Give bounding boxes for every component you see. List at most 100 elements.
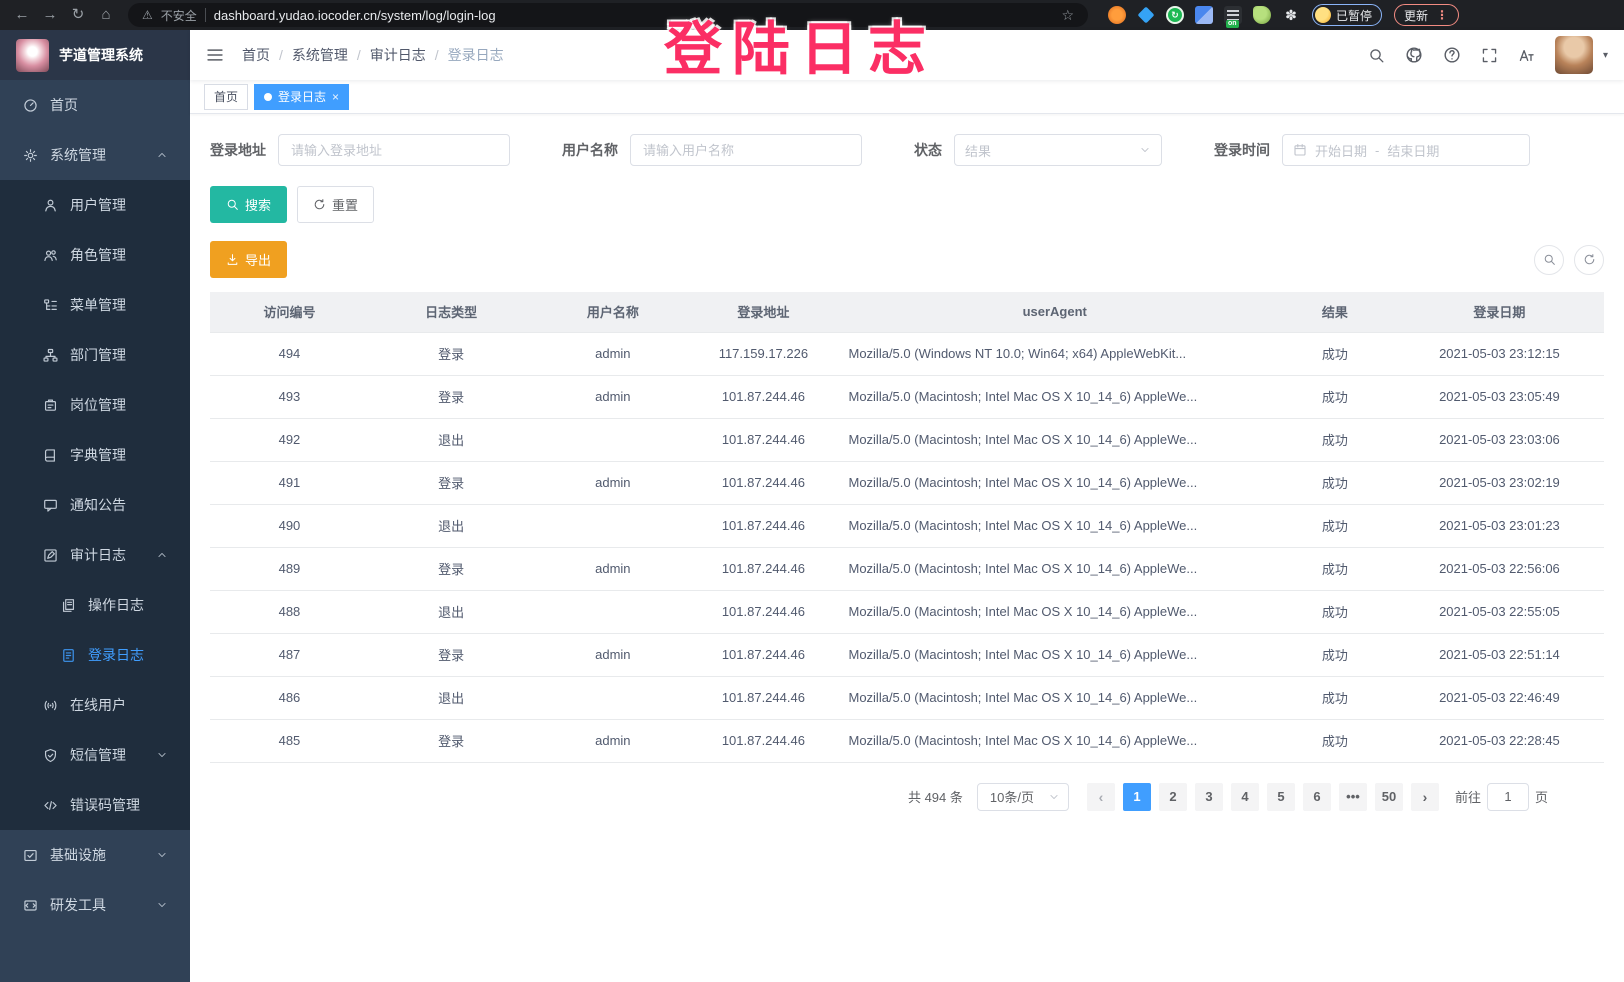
address-bar[interactable]: ⚠ 不安全 dashboard.yudao.iocoder.cn/system/… bbox=[128, 3, 1088, 27]
sidebar-item-label: 审计日志 bbox=[70, 547, 126, 563]
sidebar-item-7[interactable]: 字典管理 bbox=[0, 430, 190, 480]
sidebar-item-16[interactable]: 研发工具 bbox=[0, 880, 190, 930]
sidebar-item-1[interactable]: 系统管理 bbox=[0, 130, 190, 180]
page-url[interactable]: dashboard.yudao.iocoder.cn/system/log/lo… bbox=[213, 7, 496, 23]
page-button-2[interactable]: 2 bbox=[1158, 782, 1187, 811]
refresh-table-button[interactable] bbox=[1574, 244, 1604, 275]
login-address-input[interactable] bbox=[278, 134, 510, 166]
home-icon bbox=[22, 97, 38, 113]
bookmark-star-icon[interactable]: ☆ bbox=[1061, 6, 1074, 23]
column-header-ip: 登录地址 bbox=[692, 292, 835, 333]
page-button-3[interactable]: 3 bbox=[1194, 782, 1223, 811]
page-button-1[interactable]: 1 bbox=[1122, 782, 1151, 811]
browser-home-icon[interactable]: ⌂ bbox=[101, 6, 111, 23]
breadcrumb-home[interactable]: 首页 bbox=[242, 47, 270, 63]
column-header-id: 访问编号 bbox=[210, 292, 369, 333]
cell-ua: Mozilla/5.0 (Macintosh; Intel Mac OS X 1… bbox=[834, 375, 1275, 419]
browser-reload-icon[interactable]: ↻ bbox=[71, 6, 85, 23]
goto-page-input[interactable] bbox=[1486, 782, 1529, 811]
tab-close-icon[interactable]: × bbox=[332, 89, 340, 104]
user-avatar[interactable] bbox=[1554, 36, 1593, 74]
table-row[interactable]: 493 登录 admin 101.87.244.46 Mozilla/5.0 (Maci… bbox=[210, 375, 1604, 419]
breadcrumb-audit-log[interactable]: 审计日志 bbox=[369, 47, 426, 63]
sidebar-item-0[interactable]: 首页 bbox=[0, 80, 190, 130]
sidebar-item-9[interactable]: 审计日志 bbox=[0, 530, 190, 580]
error-code-icon bbox=[42, 797, 58, 813]
browser-back-icon[interactable]: ← bbox=[14, 6, 30, 23]
sidebar-item-15[interactable]: 基础设施 bbox=[0, 830, 190, 880]
sidebar-logo-row[interactable]: 芋道管理系统 bbox=[0, 30, 190, 80]
extensions-puzzle-icon[interactable]: ✽ bbox=[1285, 6, 1297, 23]
cell-ip: 101.87.244.46 bbox=[692, 547, 835, 591]
table-row[interactable]: 486 退出 101.87.244.46 Mozilla/5.0 (Macintosh… bbox=[210, 676, 1604, 720]
table-row[interactable]: 488 退出 101.87.244.46 Mozilla/5.0 (Macintosh… bbox=[210, 590, 1604, 634]
page-button-5[interactable]: 5 bbox=[1266, 782, 1295, 811]
table-row[interactable]: 489 登录 admin 101.87.244.46 Mozilla/5.0 (Maci… bbox=[210, 547, 1604, 591]
browser-extension-icon[interactable]: ↻ bbox=[1166, 6, 1184, 24]
toggle-search-button[interactable] bbox=[1534, 244, 1564, 275]
next-page-button[interactable]: › bbox=[1410, 782, 1439, 811]
sidebar-item-label: 首页 bbox=[50, 97, 78, 113]
help-doc-icon[interactable] bbox=[1443, 46, 1461, 64]
header-search-icon[interactable] bbox=[1368, 47, 1385, 64]
status-select-placeholder: 结果 bbox=[965, 143, 992, 159]
table-row[interactable]: 490 退出 101.87.244.46 Mozilla/5.0 (Macintosh… bbox=[210, 504, 1604, 548]
login-time-range-picker[interactable]: 开始日期 - 结束日期 bbox=[1282, 134, 1530, 166]
sidebar-item-2[interactable]: 用户管理 bbox=[0, 180, 190, 230]
table-row[interactable]: 492 退出 101.87.244.46 Mozilla/5.0 (Macintosh… bbox=[210, 418, 1604, 462]
page-button-4[interactable]: 4 bbox=[1230, 782, 1259, 811]
username-input[interactable] bbox=[630, 134, 862, 166]
hamburger-icon[interactable] bbox=[206, 46, 224, 64]
sidebar-item-8[interactable]: 通知公告 bbox=[0, 480, 190, 530]
cell-type: 登录 bbox=[368, 719, 534, 763]
reset-button[interactable]: 重置 bbox=[297, 186, 375, 223]
table-row[interactable]: 487 登录 admin 101.87.244.46 Mozilla/5.0 (Maci… bbox=[210, 633, 1604, 677]
page-button-•••[interactable]: ••• bbox=[1338, 782, 1367, 811]
sidebar-item-10[interactable]: 操作日志 bbox=[0, 580, 190, 630]
font-size-icon[interactable] bbox=[1518, 47, 1535, 64]
avatar-caret-down-icon[interactable]: ▾ bbox=[1602, 49, 1608, 61]
sidebar-item-3[interactable]: 角色管理 bbox=[0, 230, 190, 280]
sidebar-item-12[interactable]: 在线用户 bbox=[0, 680, 190, 730]
cell-id: 493 bbox=[210, 375, 369, 419]
sidebar-item-14[interactable]: 错误码管理 bbox=[0, 780, 190, 830]
browser-extension-icon[interactable]: on bbox=[1224, 6, 1242, 28]
export-button[interactable]: 导出 bbox=[210, 241, 288, 278]
status-select[interactable]: 结果 bbox=[954, 134, 1162, 166]
cell-ip: 117.159.17.226 bbox=[692, 332, 835, 376]
browser-forward-icon[interactable]: → bbox=[42, 6, 58, 23]
browser-extension-icon[interactable] bbox=[1253, 6, 1271, 24]
table-row[interactable]: 485 登录 admin 101.87.244.46 Mozilla/5.0 (Maci… bbox=[210, 719, 1604, 763]
page-button-50[interactable]: 50 bbox=[1374, 782, 1403, 811]
sidebar-item-4[interactable]: 菜单管理 bbox=[0, 280, 190, 330]
table-row[interactable]: 491 登录 admin 101.87.244.46 Mozilla/5.0 (Maci… bbox=[210, 461, 1604, 505]
page-button-6[interactable]: 6 bbox=[1302, 782, 1331, 811]
sidebar-item-5[interactable]: 部门管理 bbox=[0, 330, 190, 380]
profile-paused-chip[interactable]: 已暂停 bbox=[1312, 4, 1383, 26]
tab-login-log[interactable]: 登录日志 × bbox=[254, 83, 350, 110]
sidebar-item-11[interactable]: 登录日志 bbox=[0, 630, 190, 680]
browser-extension-icon[interactable] bbox=[1108, 6, 1126, 24]
tab-home[interactable]: 首页 bbox=[204, 83, 249, 110]
page-size-select[interactable]: 10条/页 bbox=[976, 782, 1069, 811]
fullscreen-icon[interactable] bbox=[1481, 47, 1498, 64]
browser-update-button[interactable]: 更新 ⋮ bbox=[1394, 4, 1460, 26]
search-button-label: 搜索 bbox=[245, 198, 272, 213]
tab-label: 登录日志 bbox=[278, 90, 327, 104]
table-row[interactable]: 494 登录 admin 117.159.17.226 Mozilla/5.0 (Win… bbox=[210, 332, 1604, 376]
not-secure-label[interactable]: 不安全 bbox=[160, 8, 197, 23]
online-users-icon bbox=[42, 697, 58, 713]
sidebar-item-6[interactable]: 岗位管理 bbox=[0, 380, 190, 430]
prev-page-button[interactable]: ‹ bbox=[1086, 782, 1115, 811]
audit-icon bbox=[42, 547, 58, 563]
search-button[interactable]: 搜索 bbox=[210, 186, 288, 223]
sidebar-item-label: 系统管理 bbox=[50, 147, 106, 163]
github-icon[interactable] bbox=[1405, 46, 1423, 64]
breadcrumb-system[interactable]: 系统管理 bbox=[291, 47, 348, 63]
sidebar-item-13[interactable]: 短信管理 bbox=[0, 730, 190, 780]
cell-username bbox=[533, 504, 693, 548]
browser-extension-icon[interactable] bbox=[1195, 6, 1213, 24]
browser-extension-icon[interactable] bbox=[1137, 6, 1155, 24]
not-secure-warning-icon: ⚠ bbox=[142, 8, 153, 22]
browser-menu-icon[interactable]: ⋮ bbox=[1436, 8, 1450, 22]
